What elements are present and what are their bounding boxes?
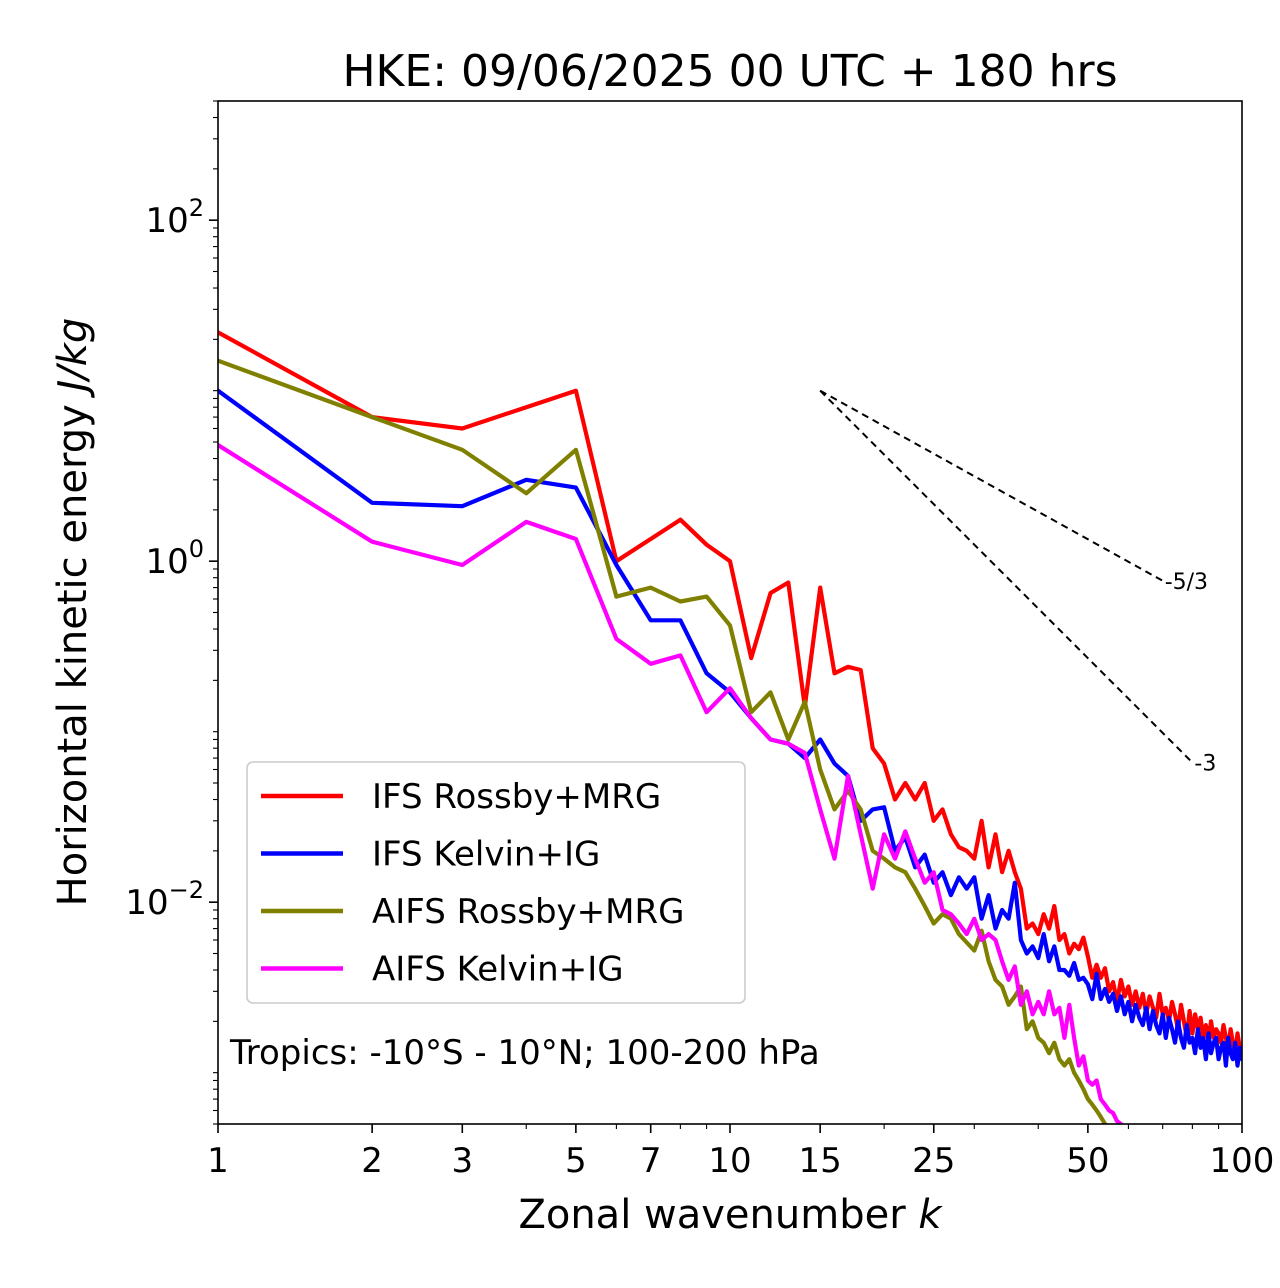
- region-annotation: Tropics: -10°S - 10°N; 100-200 hPa: [229, 1033, 820, 1073]
- legend-box: [246, 761, 746, 1004]
- legend: IFS Rossby+MRG IFS Kelvin+IG AIFS Rossby+M…: [246, 761, 746, 1004]
- legend-label: IFS Kelvin+IG: [372, 835, 600, 875]
- x-tick-label: 15: [799, 1141, 842, 1181]
- reference-slope-line-2: [819, 389, 1194, 764]
- reference-slope-line-1: [819, 389, 1164, 582]
- reference-slope-label: -3: [1194, 752, 1216, 777]
- x-tick-label: 3: [451, 1141, 473, 1181]
- y-axis-label-text: Horizontal kinetic energy: [50, 392, 96, 907]
- x-axis-label-text: Zonal wavenumber: [518, 1192, 918, 1238]
- series-layer: [218, 330, 1242, 1124]
- x-tick-label: 25: [912, 1141, 955, 1181]
- y-axis-label: Horizontal kinetic energy J/kg: [50, 318, 96, 907]
- reference-slopes: -5/3 -3: [819, 389, 1216, 777]
- x-axis: 1 2 3 5 7 10 15 25 50 100: [207, 1124, 1274, 1181]
- y-tick-label: 102: [145, 194, 204, 241]
- series-line-1: [218, 330, 1242, 1056]
- y-tick-exponent: 2: [189, 194, 204, 222]
- y-tick-exponent: −2: [169, 876, 204, 904]
- chart-title: HKE: 09/06/2025 00 UTC + 180 hrs: [342, 46, 1117, 97]
- x-tick-label: 2: [361, 1141, 383, 1181]
- x-tick-label: 7: [640, 1141, 662, 1181]
- y-tick-base: 10: [145, 542, 188, 582]
- y-tick-exponent: 0: [189, 535, 204, 563]
- x-tick-label: 10: [708, 1141, 751, 1181]
- y-tick-label: 100: [145, 535, 204, 582]
- x-tick-label: 5: [565, 1141, 587, 1181]
- x-tick-label: 100: [1210, 1141, 1275, 1181]
- legend-label: AIFS Rossby+MRG: [372, 892, 684, 932]
- y-tick-base: 10: [145, 201, 188, 241]
- x-tick-label: 50: [1066, 1141, 1109, 1181]
- y-axis-label-units: J/kg: [50, 318, 96, 399]
- x-tick-label: 1: [207, 1141, 229, 1181]
- legend-label: AIFS Kelvin+IG: [372, 950, 624, 990]
- reference-slope-label: -5/3: [1165, 570, 1208, 595]
- series-line-4: [218, 442, 1125, 1124]
- x-axis-label: Zonal wavenumber k: [518, 1192, 943, 1238]
- legend-label: IFS Rossby+MRG: [372, 777, 661, 817]
- y-tick-label: 10−2: [125, 876, 204, 923]
- y-tick-base: 10: [125, 883, 168, 923]
- x-axis-label-var: k: [918, 1192, 943, 1238]
